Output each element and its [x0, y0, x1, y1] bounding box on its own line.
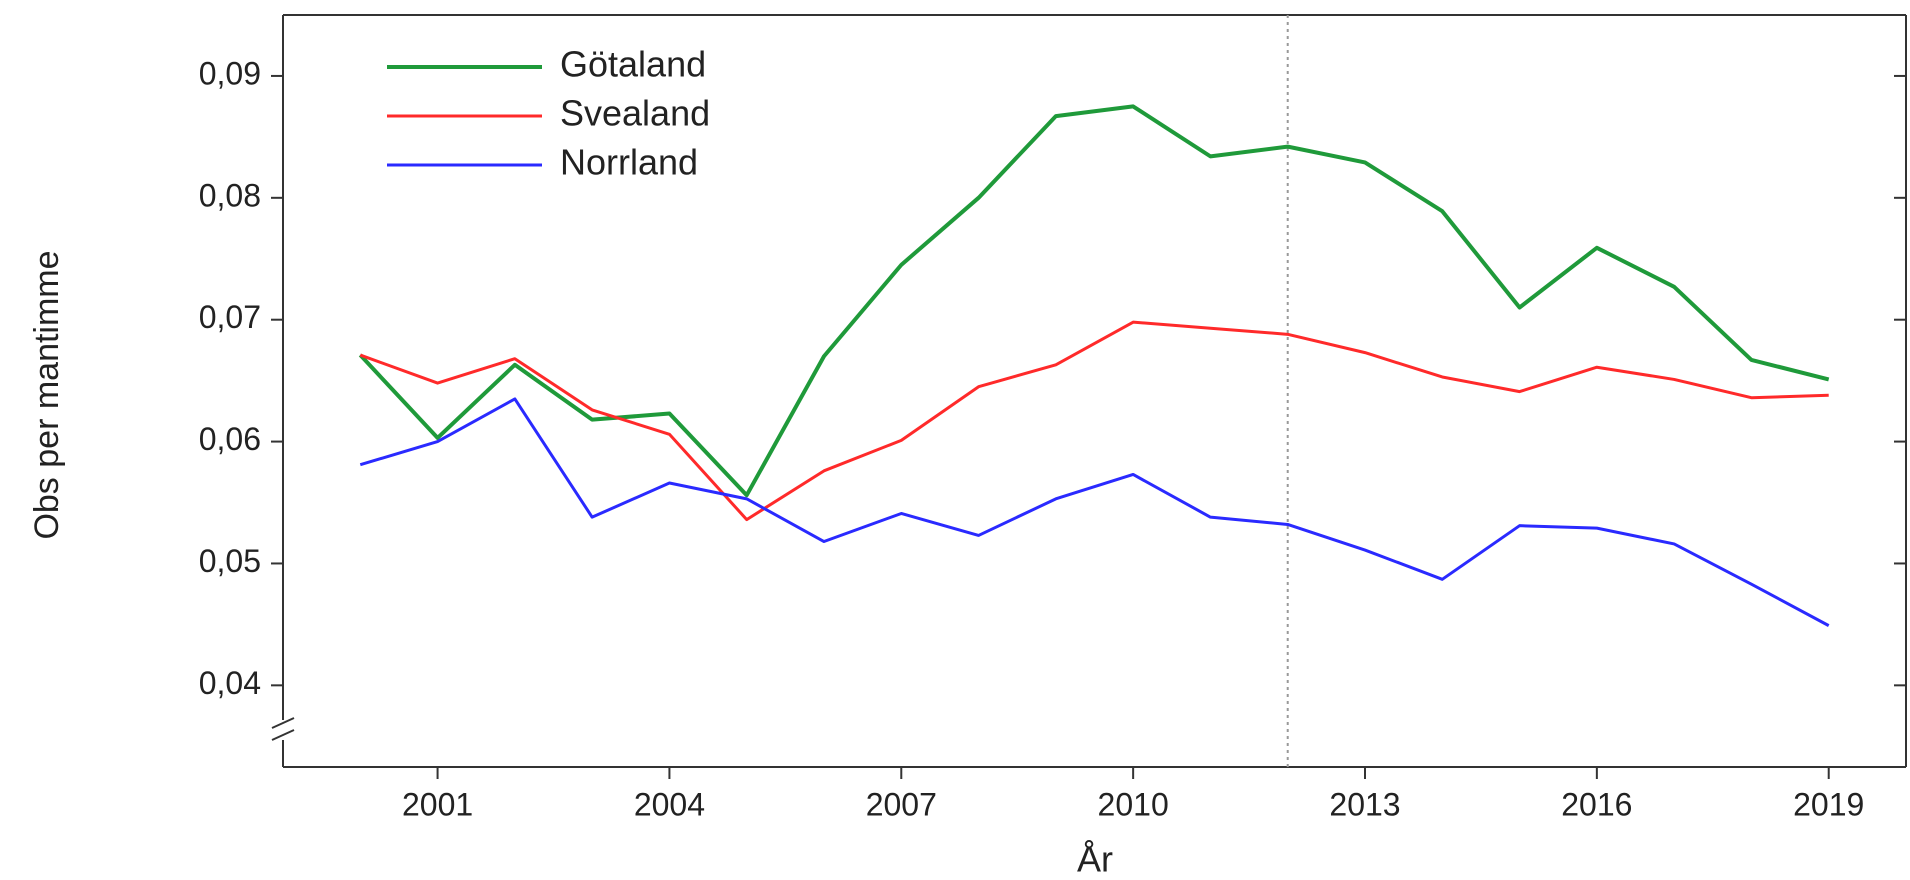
axis-break	[271, 717, 295, 741]
x-tick-label: 2013	[1329, 786, 1400, 822]
x-axis-label: År	[1077, 839, 1113, 880]
y-tick-label: 0,07	[199, 299, 261, 335]
x-tick-label: 2001	[402, 786, 473, 822]
y-tick-label: 0,05	[199, 543, 261, 579]
x-tick-label: 2010	[1098, 786, 1169, 822]
series-line	[359, 397, 1830, 627]
y-axis-label: Obs per mantimme	[28, 250, 66, 539]
y-tick-label: 0,09	[199, 55, 261, 91]
legend-label: Svealand	[560, 93, 710, 134]
y-tick-label: 0,08	[199, 177, 261, 213]
x-tick-label: 2004	[634, 786, 705, 822]
series-line	[359, 320, 1829, 522]
x-tick-label: 2019	[1793, 786, 1864, 822]
y-tick-label: 0,06	[199, 421, 261, 457]
x-tick-label: 2016	[1561, 786, 1632, 822]
legend-label: Norrland	[560, 142, 698, 183]
y-tick-label: 0,04	[199, 665, 261, 701]
x-tick-label: 2007	[866, 786, 937, 822]
series-line	[358, 104, 1830, 498]
legend-label: Götaland	[560, 44, 706, 85]
